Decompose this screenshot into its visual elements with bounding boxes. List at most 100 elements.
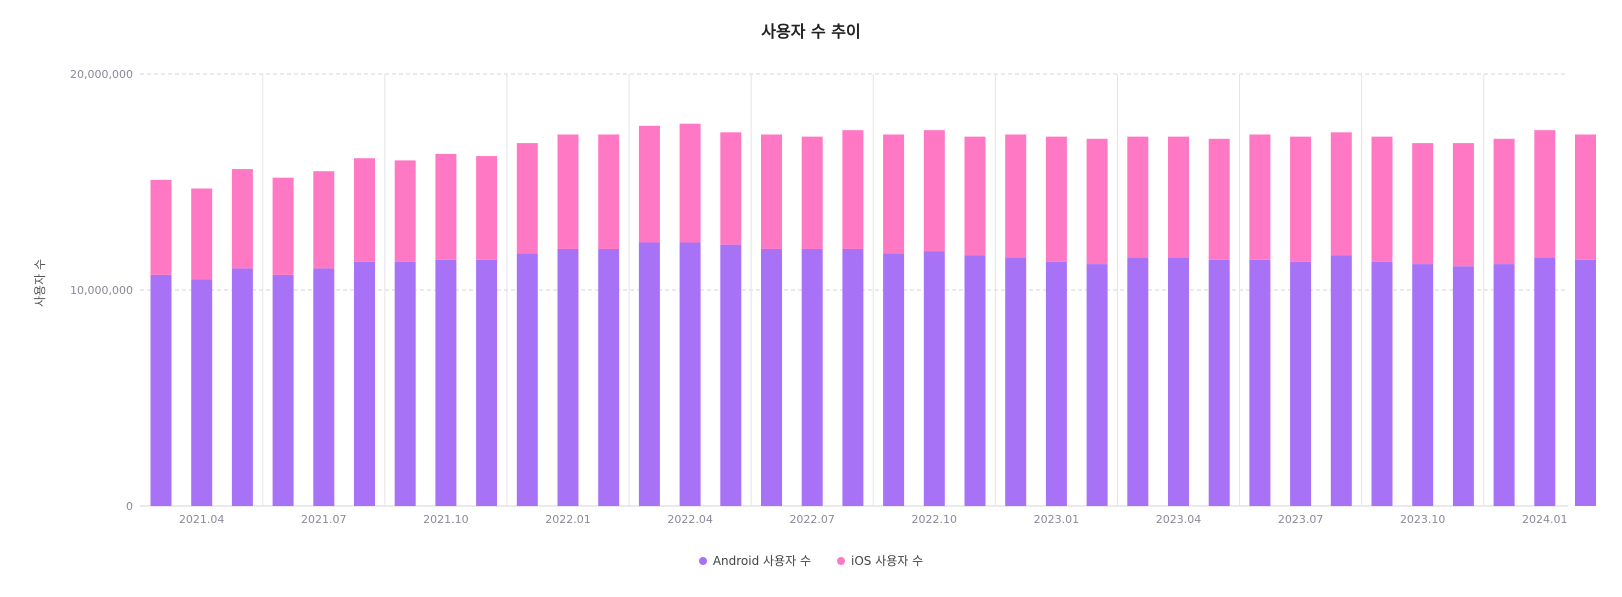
- legend-dot-icon: [837, 556, 845, 565]
- bar-ios[interactable]: [1371, 136, 1393, 262]
- bar-ios[interactable]: [842, 130, 864, 249]
- bar-ios[interactable]: [801, 136, 823, 249]
- bar-ios[interactable]: [638, 125, 660, 243]
- bar-ios[interactable]: [272, 177, 294, 275]
- bar-android[interactable]: [883, 253, 905, 506]
- bar-ios[interactable]: [394, 160, 416, 262]
- y-tick-label: 10,000,000: [70, 284, 133, 297]
- x-tick-label: 2021.04: [179, 513, 225, 526]
- bar-android[interactable]: [1127, 257, 1149, 506]
- bar-android[interactable]: [1086, 264, 1108, 506]
- bar-android[interactable]: [272, 274, 294, 506]
- x-tick-label: 2023.01: [1034, 513, 1080, 526]
- bar-android[interactable]: [476, 259, 498, 506]
- legend-label: iOS 사용자 수: [851, 554, 924, 568]
- bar-ios[interactable]: [1086, 138, 1108, 265]
- bar-ios[interactable]: [720, 132, 742, 245]
- y-tick-label: 0: [126, 500, 133, 513]
- bar-ios[interactable]: [1290, 136, 1312, 262]
- bar-android[interactable]: [150, 274, 172, 506]
- x-tick-label: 2023.07: [1278, 513, 1324, 526]
- bar-ios[interactable]: [1127, 136, 1149, 258]
- bar-android[interactable]: [1249, 259, 1271, 506]
- x-tick-label: 2021.10: [423, 513, 469, 526]
- bar-android[interactable]: [638, 242, 660, 507]
- x-tick-label: 2022.04: [667, 513, 713, 526]
- bar-android[interactable]: [1330, 255, 1352, 506]
- x-tick-label: 2022.10: [912, 513, 958, 526]
- x-tick-label: 2021.07: [301, 513, 347, 526]
- bar-ios[interactable]: [883, 134, 905, 254]
- bar-android[interactable]: [761, 248, 782, 506]
- bar-ios[interactable]: [231, 169, 253, 269]
- x-tick-label: 2023.04: [1156, 513, 1202, 526]
- y-axis-label: 사용자 수: [33, 259, 47, 307]
- chart-title: 사용자 수 추이: [761, 22, 861, 41]
- y-tick-label: 20,000,000: [70, 68, 133, 81]
- bar-ios[interactable]: [679, 123, 701, 243]
- bar-ios[interactable]: [1330, 132, 1352, 256]
- legend-item-ios[interactable]: iOS 사용자 수: [837, 552, 923, 569]
- bar-ios[interactable]: [1575, 134, 1596, 260]
- bar-ios[interactable]: [150, 179, 172, 275]
- bar-android[interactable]: [1534, 257, 1556, 506]
- bar-android[interactable]: [1371, 261, 1393, 506]
- bars: [150, 123, 1596, 507]
- bar-android[interactable]: [1412, 264, 1434, 506]
- bar-ios[interactable]: [1045, 136, 1067, 262]
- bar-android[interactable]: [679, 242, 701, 507]
- bar-ios[interactable]: [1249, 134, 1271, 260]
- bar-ios[interactable]: [761, 134, 782, 249]
- bar-android[interactable]: [1452, 266, 1474, 506]
- x-tick-label: 2022.07: [789, 513, 835, 526]
- bar-android[interactable]: [231, 268, 253, 506]
- bar-android[interactable]: [1575, 259, 1596, 506]
- bar-ios[interactable]: [1208, 138, 1230, 260]
- bar-android[interactable]: [313, 268, 335, 506]
- legend-label: Android 사용자 수: [712, 554, 811, 568]
- bar-android[interactable]: [1168, 257, 1189, 506]
- bar-ios[interactable]: [1493, 138, 1515, 265]
- legend-dot-icon: [698, 556, 707, 565]
- legend: Android 사용자 수 iOS 사용자 수: [0, 552, 1622, 569]
- bar-ios[interactable]: [1168, 136, 1189, 258]
- bar-android[interactable]: [1290, 261, 1312, 506]
- bar-ios[interactable]: [354, 158, 375, 262]
- bar-ios[interactable]: [1005, 134, 1027, 258]
- bar-ios[interactable]: [313, 171, 335, 269]
- bar-android[interactable]: [1005, 257, 1027, 506]
- bar-ios[interactable]: [516, 143, 538, 254]
- x-axis-ticks: 2021.04 2021.07 2021.10 2022.01 2022.04 2022.…: [179, 513, 1568, 526]
- legend-item-android[interactable]: Android 사용자 수: [698, 552, 811, 569]
- bar-ios[interactable]: [964, 136, 986, 256]
- bar-android[interactable]: [435, 259, 457, 506]
- y-axis-ticks: 0 10,000,000 20,000,000: [70, 68, 133, 513]
- bar-ios[interactable]: [1534, 130, 1556, 258]
- bar-android[interactable]: [598, 248, 620, 506]
- bar-android[interactable]: [516, 253, 538, 506]
- bar-ios[interactable]: [476, 156, 498, 260]
- bar-ios[interactable]: [923, 130, 945, 252]
- bar-android[interactable]: [191, 279, 213, 506]
- x-tick-label: 2023.10: [1400, 513, 1446, 526]
- bar-android[interactable]: [1208, 259, 1230, 506]
- bar-android[interactable]: [354, 261, 375, 506]
- bar-android[interactable]: [394, 261, 416, 506]
- bar-android[interactable]: [1045, 261, 1067, 506]
- bar-ios[interactable]: [598, 134, 620, 249]
- bar-android[interactable]: [842, 248, 864, 506]
- bar-android[interactable]: [964, 255, 986, 506]
- x-tick-label: 2022.01: [545, 513, 591, 526]
- bar-ios[interactable]: [435, 153, 457, 260]
- bar-android[interactable]: [1493, 264, 1515, 506]
- bar-android[interactable]: [801, 248, 823, 506]
- bar-ios[interactable]: [1452, 143, 1474, 267]
- x-tick-label: 2024.01: [1522, 513, 1568, 526]
- bar-ios[interactable]: [1412, 143, 1434, 265]
- bar-android[interactable]: [720, 244, 742, 506]
- bar-android[interactable]: [557, 248, 579, 506]
- bar-ios[interactable]: [191, 188, 213, 280]
- bar-ios[interactable]: [557, 134, 579, 249]
- bar-android[interactable]: [923, 251, 945, 506]
